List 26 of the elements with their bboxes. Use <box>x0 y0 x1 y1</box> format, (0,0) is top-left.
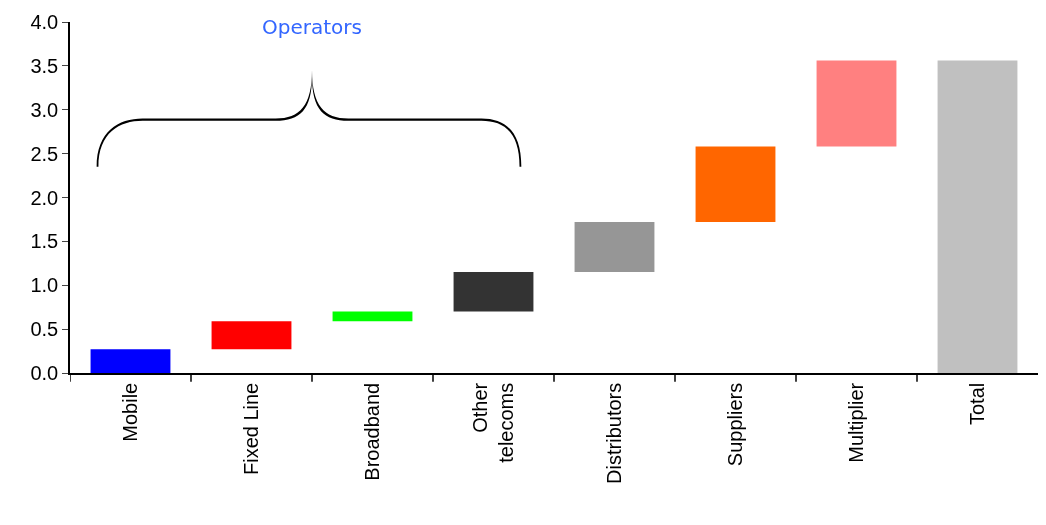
x-tick-label: Suppliers <box>724 382 746 467</box>
y-tick-label: 1.5 <box>30 230 59 253</box>
y-tick-label: 1.0 <box>30 274 59 297</box>
bar <box>574 222 655 273</box>
y-tick-label: 0.0 <box>30 362 59 384</box>
x-tick-label: Broadband <box>361 382 383 481</box>
y-tick-label: 4.0 <box>30 11 59 33</box>
bar <box>453 272 534 312</box>
x-tick-label: Mobile <box>119 382 141 442</box>
bar <box>332 311 413 322</box>
x-tick-label: Fixed Line <box>240 382 262 476</box>
bar <box>816 60 897 147</box>
y-tick-label: 3.0 <box>30 98 59 121</box>
x-tick-label: Multiplier <box>845 382 867 463</box>
y-tick-label: 2.0 <box>30 186 59 209</box>
x-tick-label: Distributors <box>603 382 625 484</box>
x-tick-label: Other telecoms <box>469 382 517 463</box>
annotation: Operators <box>262 15 362 39</box>
y-tick-label: 2.5 <box>30 142 59 165</box>
bar <box>211 321 292 350</box>
bar <box>695 146 776 223</box>
x-tick-label: Total <box>966 382 988 425</box>
bar <box>90 349 171 373</box>
y-tick-label: 0.5 <box>30 318 59 341</box>
y-tick-label: 3.5 <box>30 54 59 77</box>
bar <box>937 60 1018 373</box>
